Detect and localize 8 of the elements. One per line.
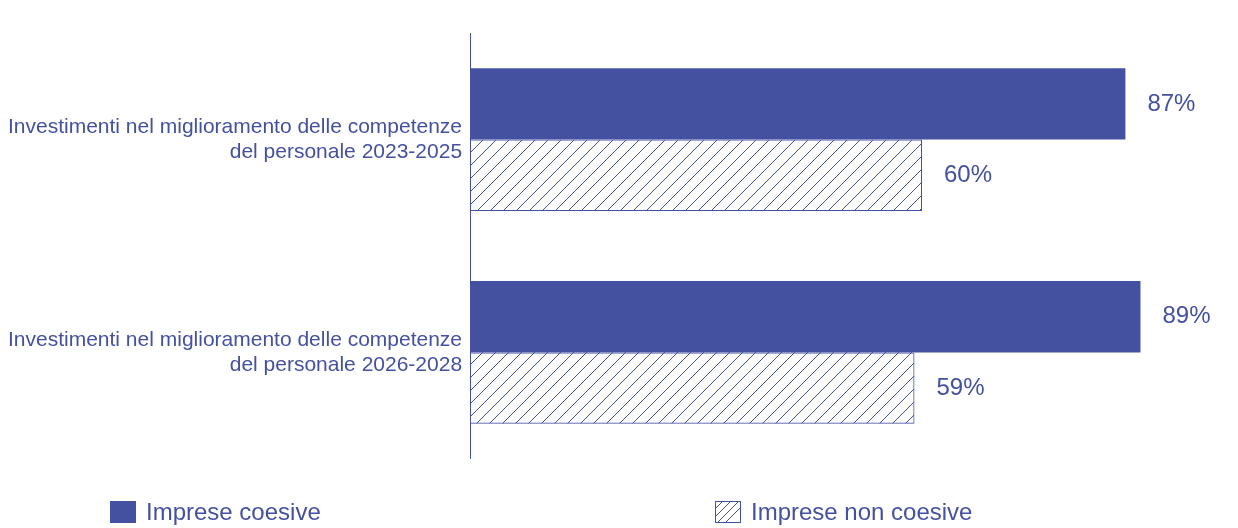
legend-label: Imprese non coesive	[751, 498, 973, 526]
legend-label: Imprese coesive	[146, 498, 321, 526]
y-tick-label: Investimenti nel miglioramento delle competenze del personale 2026-2028	[7, 326, 463, 375]
data-label: 89%	[1162, 301, 1211, 329]
data-label: 59%	[936, 372, 985, 400]
data-label: 60%	[944, 159, 993, 187]
data-label: 87%	[1147, 88, 1196, 116]
y-tick-label: Investimenti nel miglioramento delle competenze del personale 2023-2025	[7, 113, 463, 162]
